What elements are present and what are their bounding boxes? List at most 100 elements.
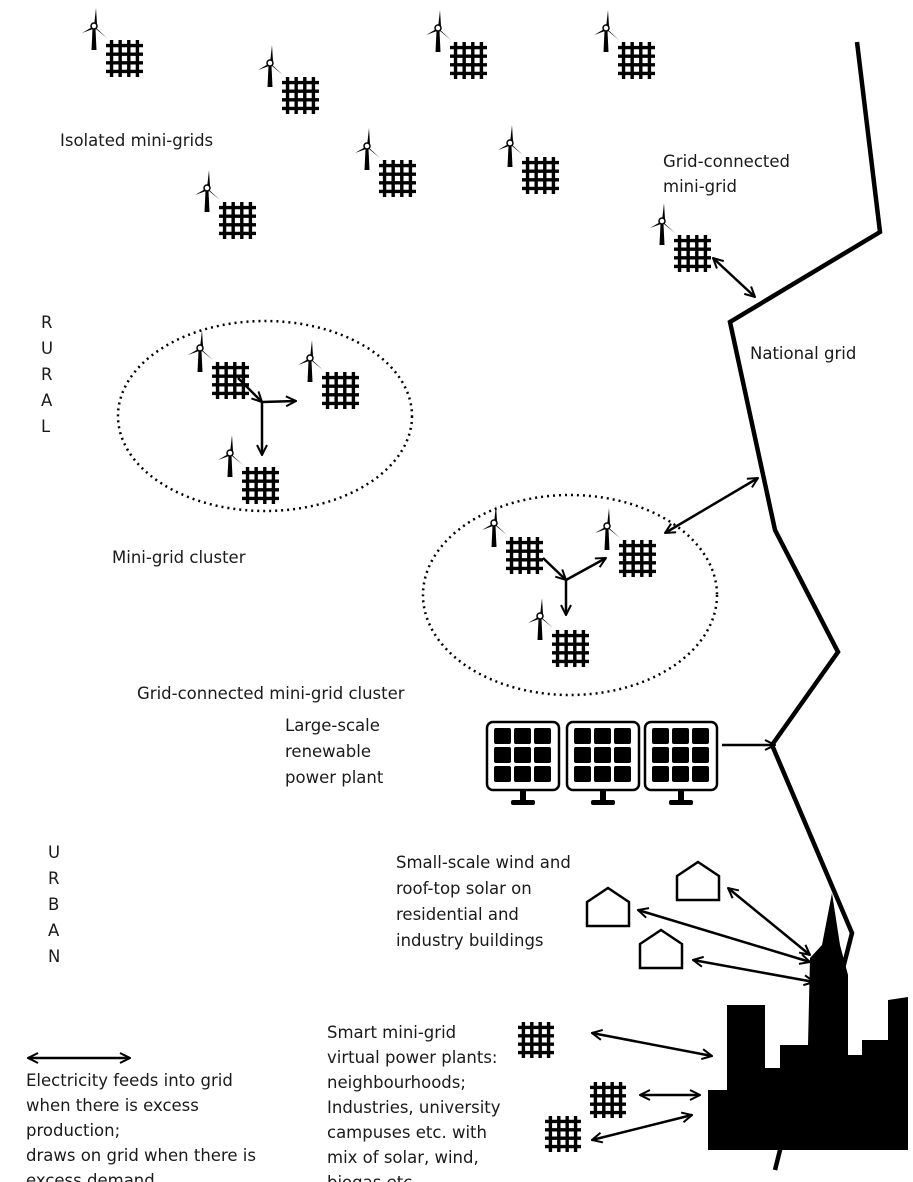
mini-grid <box>188 330 249 399</box>
turbine-tower <box>537 619 543 640</box>
panel-cell <box>594 766 611 782</box>
turbine-blade <box>607 526 620 538</box>
turbine-blade <box>230 453 243 465</box>
legend-text: draws on grid when there is <box>26 1146 256 1165</box>
mini-grid <box>258 45 319 114</box>
grid-icon <box>282 77 319 114</box>
turbine-blade <box>540 598 543 616</box>
turbine-blade <box>270 63 283 75</box>
panel-stand <box>678 790 684 802</box>
grid-icon <box>212 362 249 399</box>
panel-cell <box>614 747 631 763</box>
label: mini-grid <box>663 177 737 196</box>
turbine-tower <box>204 191 210 212</box>
mini-grid <box>650 203 711 272</box>
turbine-blade <box>662 221 675 233</box>
city-skyline <box>708 893 908 1150</box>
turbine-tower <box>197 351 203 372</box>
panel-cell <box>494 766 511 782</box>
solar-panel <box>485 720 561 805</box>
panel-base <box>669 800 693 805</box>
panel-cell <box>672 747 689 763</box>
turbine-tower <box>659 224 665 245</box>
panel-cell <box>692 766 709 782</box>
grid-icon <box>618 42 655 79</box>
panel-stand <box>600 790 606 802</box>
arrow <box>728 888 810 955</box>
turbine-hub <box>363 142 371 150</box>
turbine-blade <box>270 45 273 63</box>
arrow <box>592 1115 692 1140</box>
panel-cell <box>534 747 551 763</box>
panel-cell <box>574 747 591 763</box>
panel-base <box>511 800 535 805</box>
mini-grid <box>528 598 589 667</box>
label: Industries, university <box>327 1098 501 1117</box>
solar-panel <box>565 720 641 805</box>
turbine-blade <box>200 330 203 348</box>
turbine-blade <box>438 28 451 40</box>
urban-label: URBAN <box>48 843 61 966</box>
turbine-blade <box>367 128 370 146</box>
turbine-hub <box>506 139 514 147</box>
turbine-blade <box>607 508 610 526</box>
legend-text: excess demand <box>26 1171 155 1182</box>
arrow <box>542 557 566 580</box>
label: Grid-connected mini-grid cluster <box>137 684 405 703</box>
turbine-hub <box>196 344 204 352</box>
panel-cell <box>614 766 631 782</box>
mini-grid <box>498 125 559 194</box>
label: campuses etc. with <box>327 1123 487 1142</box>
arrow <box>693 960 814 982</box>
panel-cell <box>534 728 551 744</box>
arrow <box>713 258 755 297</box>
grid-icon <box>522 157 559 194</box>
arrow <box>592 1033 712 1056</box>
mini-grid <box>595 508 656 577</box>
legend-text: when there is excess <box>26 1096 199 1115</box>
turbine-hub <box>490 519 498 527</box>
grid-icon <box>674 235 711 272</box>
panel-cell <box>652 747 669 763</box>
panel-cell <box>514 766 531 782</box>
turbine-tower <box>604 529 610 550</box>
panel-cell <box>494 728 511 744</box>
turbine-tower <box>227 456 233 477</box>
mini-grid <box>426 10 487 79</box>
turbine-tower <box>435 31 441 52</box>
panel-cell <box>574 766 591 782</box>
grid-icon <box>590 1082 626 1118</box>
turbine-hub <box>203 184 211 192</box>
grid-icon <box>242 467 279 504</box>
panel-cell <box>672 728 689 744</box>
turbine-hub <box>658 217 666 225</box>
arrow <box>237 377 262 402</box>
mini-grid <box>195 170 256 239</box>
turbine-hub <box>536 612 544 620</box>
panel-cell <box>534 766 551 782</box>
turbine-blade <box>367 146 380 158</box>
label: roof-top solar on <box>396 879 532 898</box>
panel-cell <box>574 728 591 744</box>
solar-panel <box>643 720 719 805</box>
label: National grid <box>750 344 856 363</box>
house <box>585 886 631 928</box>
mini-grid <box>355 128 416 197</box>
turbine-blade <box>310 358 323 370</box>
turbine-hub <box>603 522 611 530</box>
panel-cell <box>692 728 709 744</box>
grid-icon <box>552 630 589 667</box>
mini-grid <box>482 505 543 574</box>
turbine-hub <box>306 354 314 362</box>
turbine-hub <box>90 22 98 30</box>
mini-grid <box>218 435 279 504</box>
turbine-blade <box>510 125 513 143</box>
label: neighbourhoods; <box>327 1073 466 1092</box>
grid-icon <box>518 1022 554 1058</box>
grid-icon <box>322 372 359 409</box>
panel-cell <box>594 728 611 744</box>
panel-cell <box>514 747 531 763</box>
turbine-hub <box>266 59 274 67</box>
label: Mini-grid cluster <box>112 548 246 567</box>
label: Smart mini-grid <box>327 1023 456 1042</box>
